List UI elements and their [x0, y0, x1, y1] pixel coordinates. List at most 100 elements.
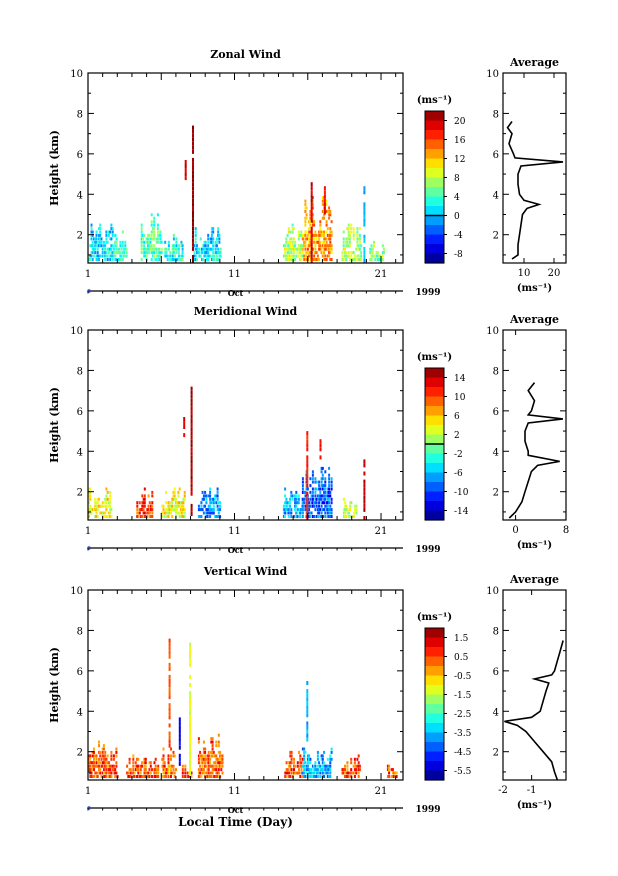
- heatmap-cell: [170, 757, 172, 761]
- heatmap-cell: [207, 508, 210, 512]
- heatmap-cell: [316, 768, 319, 772]
- heatmap-cell: [154, 764, 157, 768]
- heatmap-cell: [193, 258, 196, 261]
- heatmap-cell: [311, 470, 314, 474]
- heatmap-cell: [311, 494, 314, 498]
- heatmap-cell: [198, 247, 201, 251]
- heatmap-cell: [300, 771, 303, 775]
- heatmap-cell: [183, 417, 186, 421]
- heatmap-cell: [316, 775, 319, 778]
- heatmap-cell: [328, 209, 331, 213]
- heatmap-cell: [310, 771, 313, 775]
- heatmap-cell: [369, 258, 372, 261]
- heatmap-cell: [163, 761, 166, 765]
- heatmap-cell: [311, 233, 314, 237]
- heatmap-cell: [180, 258, 183, 261]
- heatmap-cell: [190, 479, 193, 484]
- heatmap-cell: [215, 237, 218, 241]
- heatmap-cell: [173, 508, 176, 512]
- heatmap-cell: [170, 747, 172, 751]
- heatmap-cell: [323, 761, 326, 765]
- heatmap-cell: [212, 497, 215, 501]
- heatmap-cell: [314, 508, 317, 512]
- heatmap-cell: [313, 764, 316, 768]
- heatmap-cell: [177, 490, 180, 494]
- heatmap-cluster: [369, 240, 385, 261]
- heatmap-cell: [301, 511, 304, 515]
- heatmap-cell: [301, 764, 304, 768]
- heatmap-cell: [171, 771, 174, 775]
- heatmap-cell: [168, 735, 171, 740]
- colorbar-tick-label: 1.5: [454, 634, 469, 644]
- heatmap-cell: [194, 258, 197, 261]
- heatmap-cell: [300, 230, 303, 234]
- heatmap-cell: [294, 771, 297, 775]
- heatmap-cell: [282, 515, 285, 518]
- heatmap-cell: [308, 227, 311, 231]
- heatmap-cell: [105, 775, 108, 778]
- heatmap-cell: [210, 240, 213, 244]
- heatmap-cell: [285, 504, 288, 508]
- heatmap-cell: [369, 247, 372, 251]
- heatmap-cluster: [88, 487, 113, 518]
- heatmap-cell: [304, 216, 307, 220]
- heatmap-cell: [110, 223, 113, 227]
- colorbar-band: [425, 510, 444, 521]
- heatmap-cell: [319, 443, 322, 448]
- heatmap-cell: [181, 515, 184, 518]
- heatmap-cell: [282, 511, 285, 515]
- heatmap-cell: [105, 237, 108, 241]
- heatmap-cell: [142, 504, 145, 508]
- heatmap-cell: [328, 508, 331, 512]
- heatmap-cell: [299, 511, 302, 515]
- heatmap-cell: [303, 747, 306, 751]
- heatmap-cell: [109, 497, 112, 501]
- heatmap-cells: [88, 125, 385, 263]
- heatmap-cell: [192, 145, 194, 150]
- heatmap-cell: [99, 244, 102, 248]
- heatmap-cell: [99, 233, 102, 237]
- heatmap-cell: [121, 230, 124, 234]
- heatmap-cell: [303, 761, 306, 765]
- heatmap-cell: [107, 764, 110, 768]
- heatmap-cell: [123, 247, 126, 251]
- heatmap-cell: [324, 247, 327, 251]
- heatmap-cell: [104, 757, 107, 761]
- heatmap-cell: [353, 258, 356, 261]
- heatmap-cell: [309, 244, 312, 248]
- heatmap-cell: [306, 705, 309, 710]
- heatmap-cell: [160, 251, 163, 255]
- heatmap-cell: [309, 484, 312, 488]
- heatmap-cell: [298, 771, 300, 775]
- heatmap-cell: [136, 511, 139, 515]
- heatmap-cell: [153, 233, 156, 237]
- heatmap-cluster: [126, 754, 160, 778]
- heatmap-cell: [298, 768, 300, 772]
- heatmap-cell: [209, 504, 212, 508]
- heatmap-cell: [306, 754, 309, 758]
- colorbar-band: [425, 770, 444, 781]
- heatmap-cell: [315, 237, 318, 241]
- colorbar-band: [425, 187, 444, 198]
- heatmap-cell: [166, 771, 169, 775]
- heatmap-cell: [284, 251, 287, 255]
- heatmap-cell: [219, 247, 222, 251]
- heatmap-cell: [207, 757, 210, 761]
- heatmap-cell: [212, 258, 215, 261]
- colorbar-band: [425, 628, 444, 639]
- heatmap-cell: [326, 494, 329, 498]
- heatmap-cell: [341, 251, 344, 255]
- heatmap-cell: [110, 771, 113, 775]
- heatmap-cell: [150, 230, 153, 234]
- heatmap-cell: [290, 258, 293, 261]
- heatmap-cell: [324, 515, 327, 518]
- heatmap-cell: [308, 775, 311, 778]
- heatmap-cell: [88, 508, 90, 512]
- heatmap-cell: [207, 244, 210, 248]
- heatmap-cell: [146, 771, 148, 775]
- heatmap-cell: [102, 768, 105, 772]
- heatmap-cell: [207, 764, 210, 768]
- heatmap-cell: [98, 233, 100, 237]
- heatmap-cell: [101, 750, 104, 754]
- average-title: Average: [509, 313, 559, 326]
